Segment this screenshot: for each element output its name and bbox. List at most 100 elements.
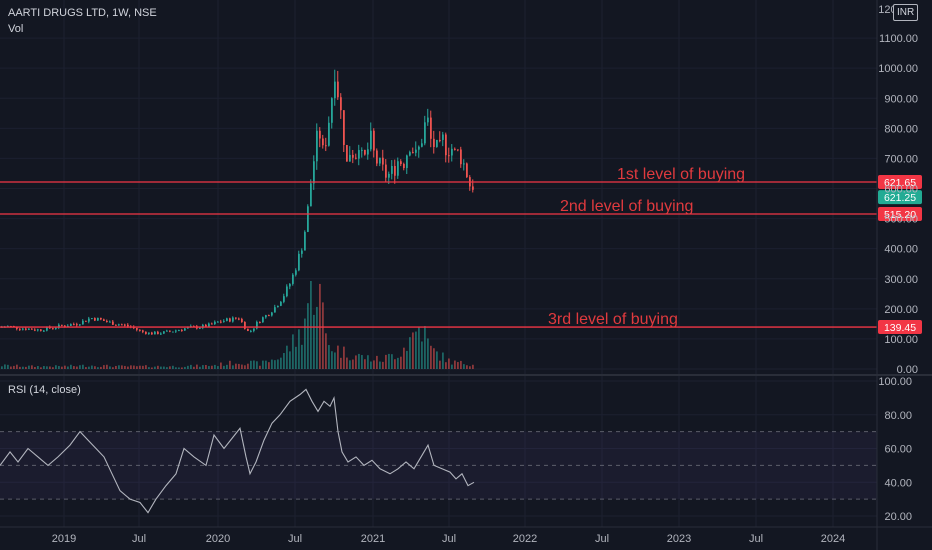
candle-body[interactable] — [403, 164, 405, 168]
candle-body[interactable] — [307, 206, 309, 232]
candle-body[interactable] — [145, 331, 147, 334]
candle-body[interactable] — [70, 324, 72, 326]
candle-body[interactable] — [163, 331, 165, 334]
candle-body[interactable] — [367, 149, 369, 155]
candle-body[interactable] — [349, 154, 351, 162]
candle-body[interactable] — [451, 148, 453, 156]
candle-body[interactable] — [169, 330, 171, 332]
candle-body[interactable] — [124, 324, 126, 326]
candle-body[interactable] — [313, 161, 315, 184]
candle-body[interactable] — [361, 149, 363, 151]
candle-body[interactable] — [346, 144, 348, 162]
candle-body[interactable] — [247, 328, 249, 331]
candle-body[interactable] — [343, 110, 345, 145]
candle-body[interactable] — [28, 328, 30, 330]
candle-body[interactable] — [148, 332, 150, 334]
candle-body[interactable] — [151, 332, 153, 335]
candle-body[interactable] — [271, 312, 273, 316]
candle-body[interactable] — [433, 138, 435, 147]
candle-body[interactable] — [424, 122, 426, 144]
candle-body[interactable] — [412, 152, 414, 154]
candle-body[interactable] — [253, 328, 255, 331]
candle-body[interactable] — [397, 161, 399, 176]
candle-body[interactable] — [454, 148, 456, 150]
candle-body[interactable] — [280, 301, 282, 306]
candle-body[interactable] — [82, 320, 84, 325]
candle-body[interactable] — [421, 143, 423, 147]
candle-body[interactable] — [37, 329, 39, 331]
candle-body[interactable] — [208, 323, 210, 327]
candle-body[interactable] — [25, 328, 27, 330]
candle-body[interactable] — [295, 270, 297, 275]
candle-body[interactable] — [370, 130, 372, 150]
candle-body[interactable] — [166, 330, 168, 332]
candle-body[interactable] — [55, 327, 57, 329]
candle-body[interactable] — [187, 327, 189, 329]
candle-body[interactable] — [265, 315, 267, 318]
candle-body[interactable] — [118, 324, 120, 326]
candle-body[interactable] — [427, 117, 429, 123]
candle-body[interactable] — [442, 134, 444, 140]
candle-body[interactable] — [112, 321, 114, 325]
candle-body[interactable] — [229, 318, 231, 322]
candle-body[interactable] — [439, 139, 441, 141]
candle-body[interactable] — [73, 324, 75, 326]
candle-body[interactable] — [217, 321, 219, 323]
candle-body[interactable] — [328, 122, 330, 146]
candle-body[interactable] — [34, 329, 36, 331]
candle-body[interactable] — [337, 81, 339, 98]
candle-body[interactable] — [400, 161, 402, 165]
candle-body[interactable] — [76, 324, 78, 326]
candle-body[interactable] — [325, 145, 327, 147]
candle-body[interactable] — [157, 331, 159, 335]
candle-body[interactable] — [406, 155, 408, 168]
candle-body[interactable] — [292, 274, 294, 284]
candle-body[interactable] — [226, 318, 228, 321]
candle-body[interactable] — [283, 296, 285, 302]
candle-body[interactable] — [340, 97, 342, 111]
candle-body[interactable] — [175, 330, 177, 332]
rsi-title[interactable]: RSI (14, close) — [8, 384, 81, 396]
candle-body[interactable] — [379, 157, 381, 164]
candle-body[interactable] — [310, 183, 312, 207]
candle-body[interactable] — [388, 173, 390, 178]
candle-body[interactable] — [448, 155, 450, 157]
level-annotation-3[interactable]: 3rd level of buying — [548, 311, 678, 328]
candle-body[interactable] — [244, 322, 246, 329]
candle-body[interactable] — [160, 333, 162, 335]
candle-body[interactable] — [385, 164, 387, 178]
candle-body[interactable] — [319, 130, 321, 139]
candle-body[interactable] — [277, 305, 279, 308]
candle-body[interactable] — [139, 329, 141, 331]
candle-body[interactable] — [463, 163, 465, 165]
level-annotation-2[interactable]: 2nd level of buying — [560, 198, 693, 215]
candle-body[interactable] — [223, 320, 225, 322]
candle-body[interactable] — [394, 166, 396, 176]
candle-body[interactable] — [79, 324, 81, 326]
volume-title[interactable]: Vol — [8, 23, 23, 35]
candle-body[interactable] — [136, 328, 138, 330]
candle-body[interactable] — [181, 330, 183, 332]
candle-body[interactable] — [472, 186, 474, 190]
candle-body[interactable] — [376, 150, 378, 164]
candle-body[interactable] — [127, 324, 129, 327]
candle-body[interactable] — [445, 134, 447, 156]
candle-body[interactable] — [259, 321, 261, 323]
candle-body[interactable] — [382, 157, 384, 165]
candle-body[interactable] — [142, 330, 144, 332]
candle-body[interactable] — [211, 323, 213, 325]
candle-body[interactable] — [58, 324, 60, 328]
candle-body[interactable] — [91, 318, 93, 320]
rsi-line[interactable] — [0, 388, 475, 514]
candle-body[interactable] — [466, 163, 468, 178]
candle-body[interactable] — [274, 307, 276, 313]
candle-body[interactable] — [121, 324, 123, 326]
candle-body[interactable] — [94, 318, 96, 321]
candle-body[interactable] — [286, 286, 288, 297]
candle-body[interactable] — [199, 327, 201, 329]
candle-body[interactable] — [214, 321, 216, 325]
candle-body[interactable] — [436, 139, 438, 147]
candle-body[interactable] — [232, 317, 234, 322]
candle-body[interactable] — [178, 330, 180, 332]
candle-body[interactable] — [202, 324, 204, 328]
